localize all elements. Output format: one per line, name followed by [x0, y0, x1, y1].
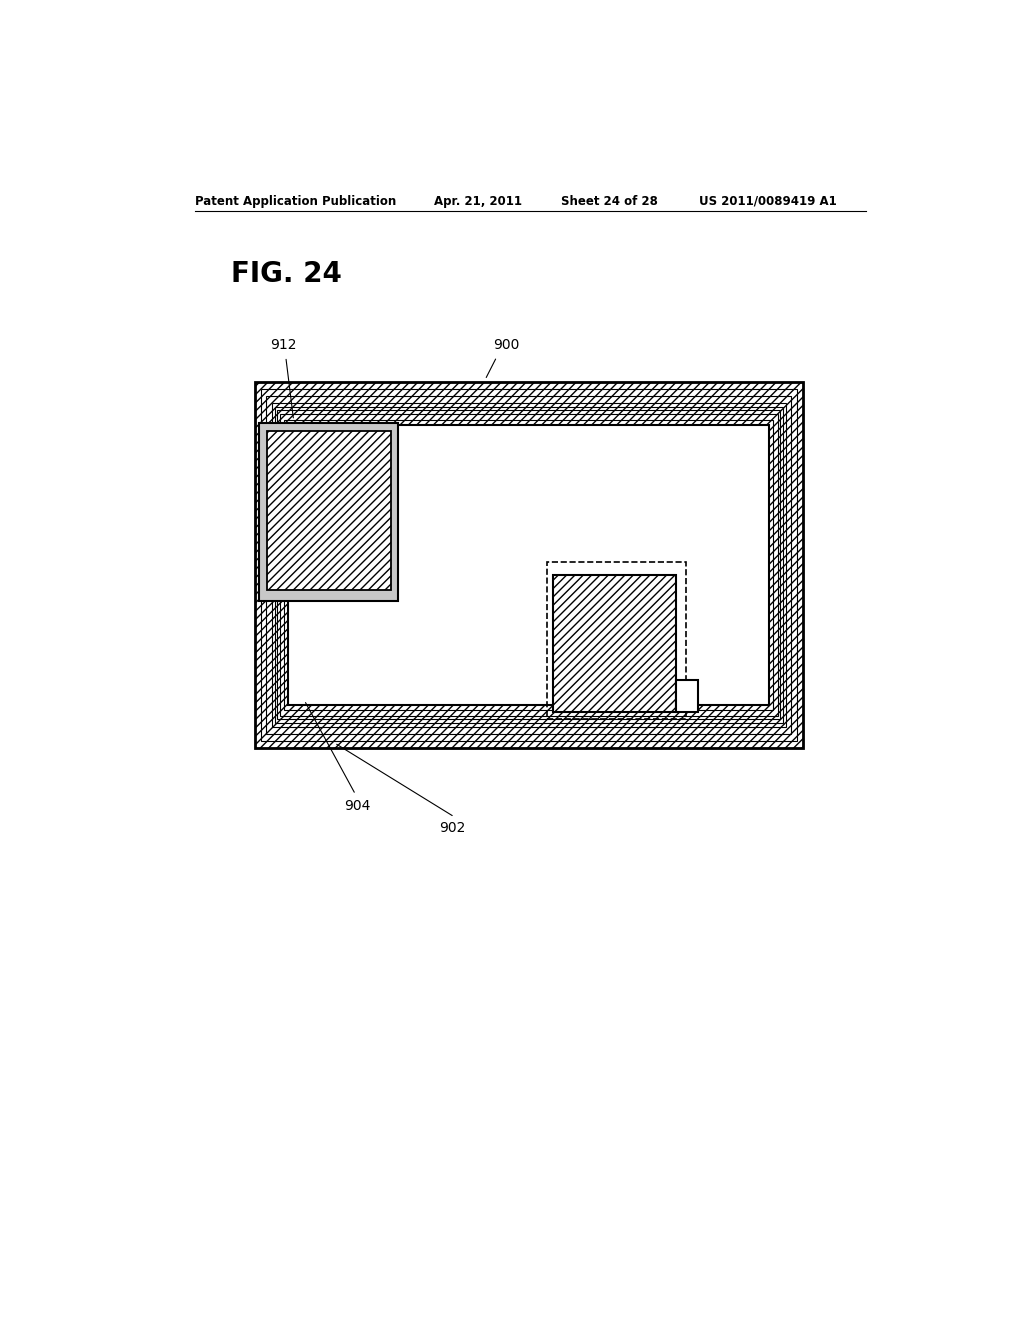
Text: Sheet 24 of 28: Sheet 24 of 28 [560, 194, 657, 207]
Bar [278, 411, 780, 719]
Bar [280, 413, 778, 717]
Bar [259, 422, 397, 601]
Bar [271, 404, 785, 726]
Bar [267, 430, 391, 590]
Text: 904: 904 [344, 799, 370, 813]
Text: Apr. 21, 2011: Apr. 21, 2011 [433, 194, 521, 207]
Bar [285, 420, 773, 710]
Bar [255, 381, 803, 748]
Bar [266, 396, 792, 734]
Text: Patent Application Publication: Patent Application Publication [196, 194, 396, 207]
Bar [289, 425, 769, 705]
Text: 902: 902 [438, 821, 465, 836]
Text: FIG. 24: FIG. 24 [231, 260, 342, 288]
Bar [260, 389, 797, 741]
Text: 912: 912 [270, 338, 296, 351]
Bar [553, 576, 676, 713]
Text: US 2011/0089419 A1: US 2011/0089419 A1 [699, 194, 838, 207]
Bar [274, 408, 782, 722]
Bar [547, 562, 686, 719]
Text: 900: 900 [493, 338, 519, 351]
Bar [259, 422, 397, 601]
Bar [676, 680, 697, 713]
Bar [255, 381, 803, 748]
